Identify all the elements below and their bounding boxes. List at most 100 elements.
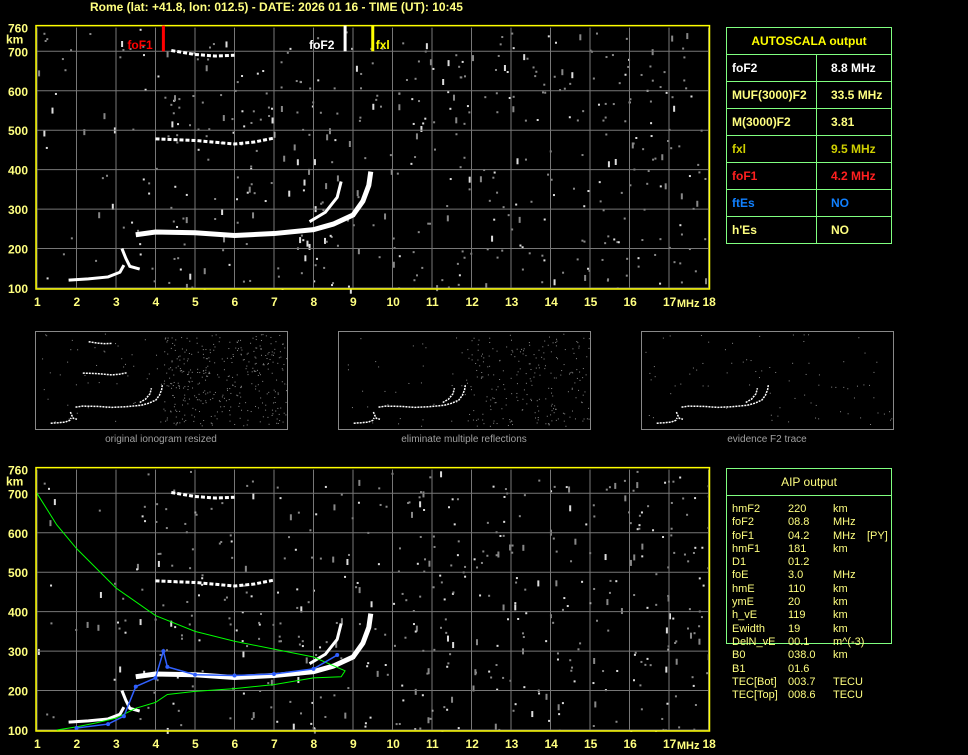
noise-dot — [208, 372, 210, 374]
noise-dot — [347, 369, 349, 371]
noise-dot — [489, 425, 491, 427]
noise-dot — [696, 200, 699, 207]
noise-dot — [254, 363, 256, 365]
noise-dot — [561, 702, 564, 705]
noise-dot — [139, 619, 142, 626]
noise-dot — [202, 353, 204, 355]
noise-dot — [418, 496, 421, 499]
noise-dot — [117, 621, 120, 624]
noise-dot — [117, 345, 119, 347]
noise-dot — [259, 613, 262, 616]
noise-dot — [726, 372, 728, 374]
noise-dot — [588, 347, 590, 349]
noise-dot — [689, 632, 692, 639]
noise-dot — [229, 410, 231, 412]
noise-dot — [700, 334, 702, 336]
noise-dot — [604, 554, 607, 561]
noise-dot — [189, 381, 191, 383]
noise-dot — [252, 212, 255, 219]
noise-dot — [412, 623, 415, 626]
noise-dot — [285, 390, 287, 392]
noise-dot — [104, 351, 106, 353]
noise-dot — [775, 371, 777, 373]
noise-dot — [429, 476, 432, 479]
noise-dot — [455, 133, 458, 136]
noise-dot — [186, 600, 189, 603]
noise-dot — [185, 193, 188, 196]
noise-dot — [319, 557, 322, 560]
noise-dot — [197, 368, 199, 370]
noise-dot — [173, 374, 175, 376]
noise-dot — [439, 626, 442, 629]
noise-dot — [502, 418, 504, 420]
noise-dot — [429, 59, 432, 66]
noise-dot — [356, 190, 359, 197]
noise-dot — [649, 664, 652, 667]
noise-dot — [205, 135, 208, 138]
noise-dot — [675, 640, 678, 643]
noise-dot — [307, 601, 310, 604]
noise-dot — [503, 495, 506, 498]
noise-dot — [241, 611, 244, 614]
noise-dot — [493, 420, 495, 422]
noise-dot — [633, 653, 636, 656]
noise-dot — [340, 618, 343, 625]
noise-dot — [308, 243, 311, 250]
noise-dot — [641, 239, 644, 242]
noise-dot — [259, 345, 261, 347]
noise-dot — [646, 182, 649, 185]
noise-dot — [460, 76, 463, 79]
aip-rows: hmF2 220 km foF2 08.8 MHz foF1 04.2 MHz [PY] hmF1 1… — [732, 503, 888, 702]
noise-dot — [178, 356, 180, 358]
noise-dot — [524, 119, 527, 122]
noise-dot — [271, 354, 273, 356]
noise-dot — [486, 554, 489, 557]
noise-dot — [396, 172, 399, 175]
noise-dot — [701, 546, 704, 549]
noise-dot — [494, 402, 496, 404]
noise-dot — [377, 563, 380, 566]
noise-dot — [253, 370, 255, 372]
noise-dot — [212, 43, 215, 46]
noise-dot — [647, 170, 650, 173]
noise-dot — [769, 392, 771, 394]
noise-dot — [173, 257, 176, 260]
trace-multiple_3 — [171, 49, 235, 58]
noise-dot — [614, 482, 617, 489]
noise-dot — [300, 606, 303, 613]
noise-dot — [347, 553, 350, 556]
noise-dot — [502, 206, 505, 209]
noise-dot — [564, 413, 566, 415]
y-tick-label: 400 — [8, 164, 28, 178]
noise-dot — [311, 105, 314, 108]
y-tick-label: 700 — [8, 487, 28, 501]
noise-dot — [481, 372, 483, 374]
noise-dot — [232, 384, 234, 386]
noise-dot — [173, 489, 176, 492]
noise-dot — [592, 725, 595, 728]
noise-dot — [244, 565, 247, 572]
noise-dot — [346, 219, 349, 222]
noise-dot — [62, 253, 65, 256]
noise-dot — [494, 723, 497, 730]
noise-dot — [385, 505, 388, 508]
noise-dot — [517, 400, 519, 402]
noise-dot — [370, 601, 373, 608]
noise-dot — [205, 65, 208, 72]
noise-dot — [562, 271, 565, 274]
noise-dot — [177, 709, 180, 712]
noise-dot — [493, 422, 495, 424]
aip-cell: TECU — [833, 689, 863, 702]
noise-dot — [271, 409, 273, 411]
noise-dot — [673, 551, 676, 554]
x-tick-label: 6 — [232, 737, 239, 751]
noise-dot — [201, 583, 204, 586]
noise-dot — [193, 420, 195, 422]
noise-dot — [624, 73, 627, 76]
x-tick-label: 3 — [113, 737, 120, 751]
noise-dot — [482, 376, 484, 378]
noise-dot — [336, 175, 339, 182]
noise-dot — [199, 411, 201, 413]
noise-dot — [131, 354, 133, 356]
noise-dot — [577, 342, 579, 344]
